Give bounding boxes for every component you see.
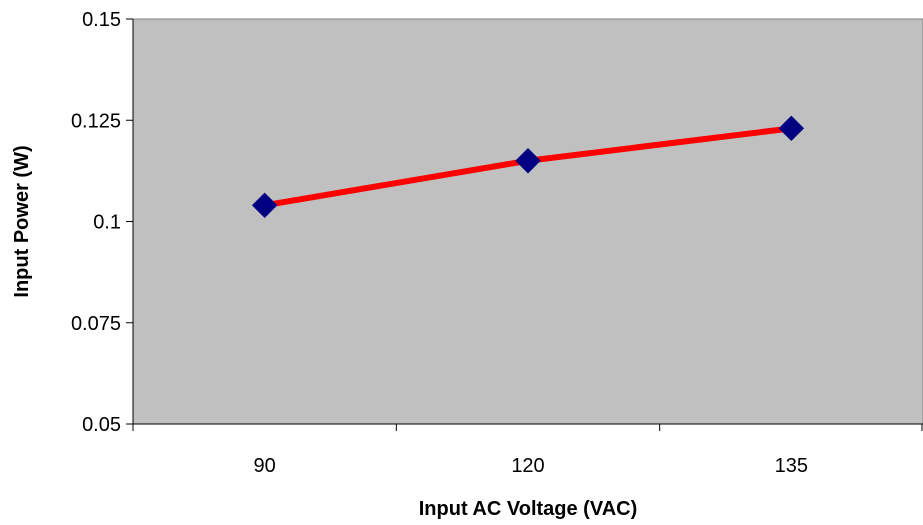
y-tick-label: 0.075 [71, 313, 121, 335]
data-series [251, 115, 805, 219]
data-point-marker [251, 192, 278, 219]
data-point-marker [778, 115, 805, 142]
plot-area [132, 18, 923, 425]
y-tick-label: 0.05 [82, 414, 121, 436]
y-tick-label: 0.125 [71, 110, 121, 132]
y-axis-title: Input Power (W) [11, 145, 33, 297]
y-axis: 0.05 0.075 0.1 0.125 0.15 [71, 9, 134, 436]
x-tick-label: 90 [254, 455, 276, 477]
data-point-marker [515, 148, 541, 174]
x-axis: 90 120 135 [132, 423, 923, 477]
x-axis-title: Input AC Voltage (VAC) [419, 498, 638, 520]
x-tick-label: 135 [775, 455, 808, 477]
y-tick-label: 0.1 [93, 212, 121, 234]
x-tick-label: 120 [511, 455, 544, 477]
y-tick-label: 0.15 [82, 9, 121, 31]
